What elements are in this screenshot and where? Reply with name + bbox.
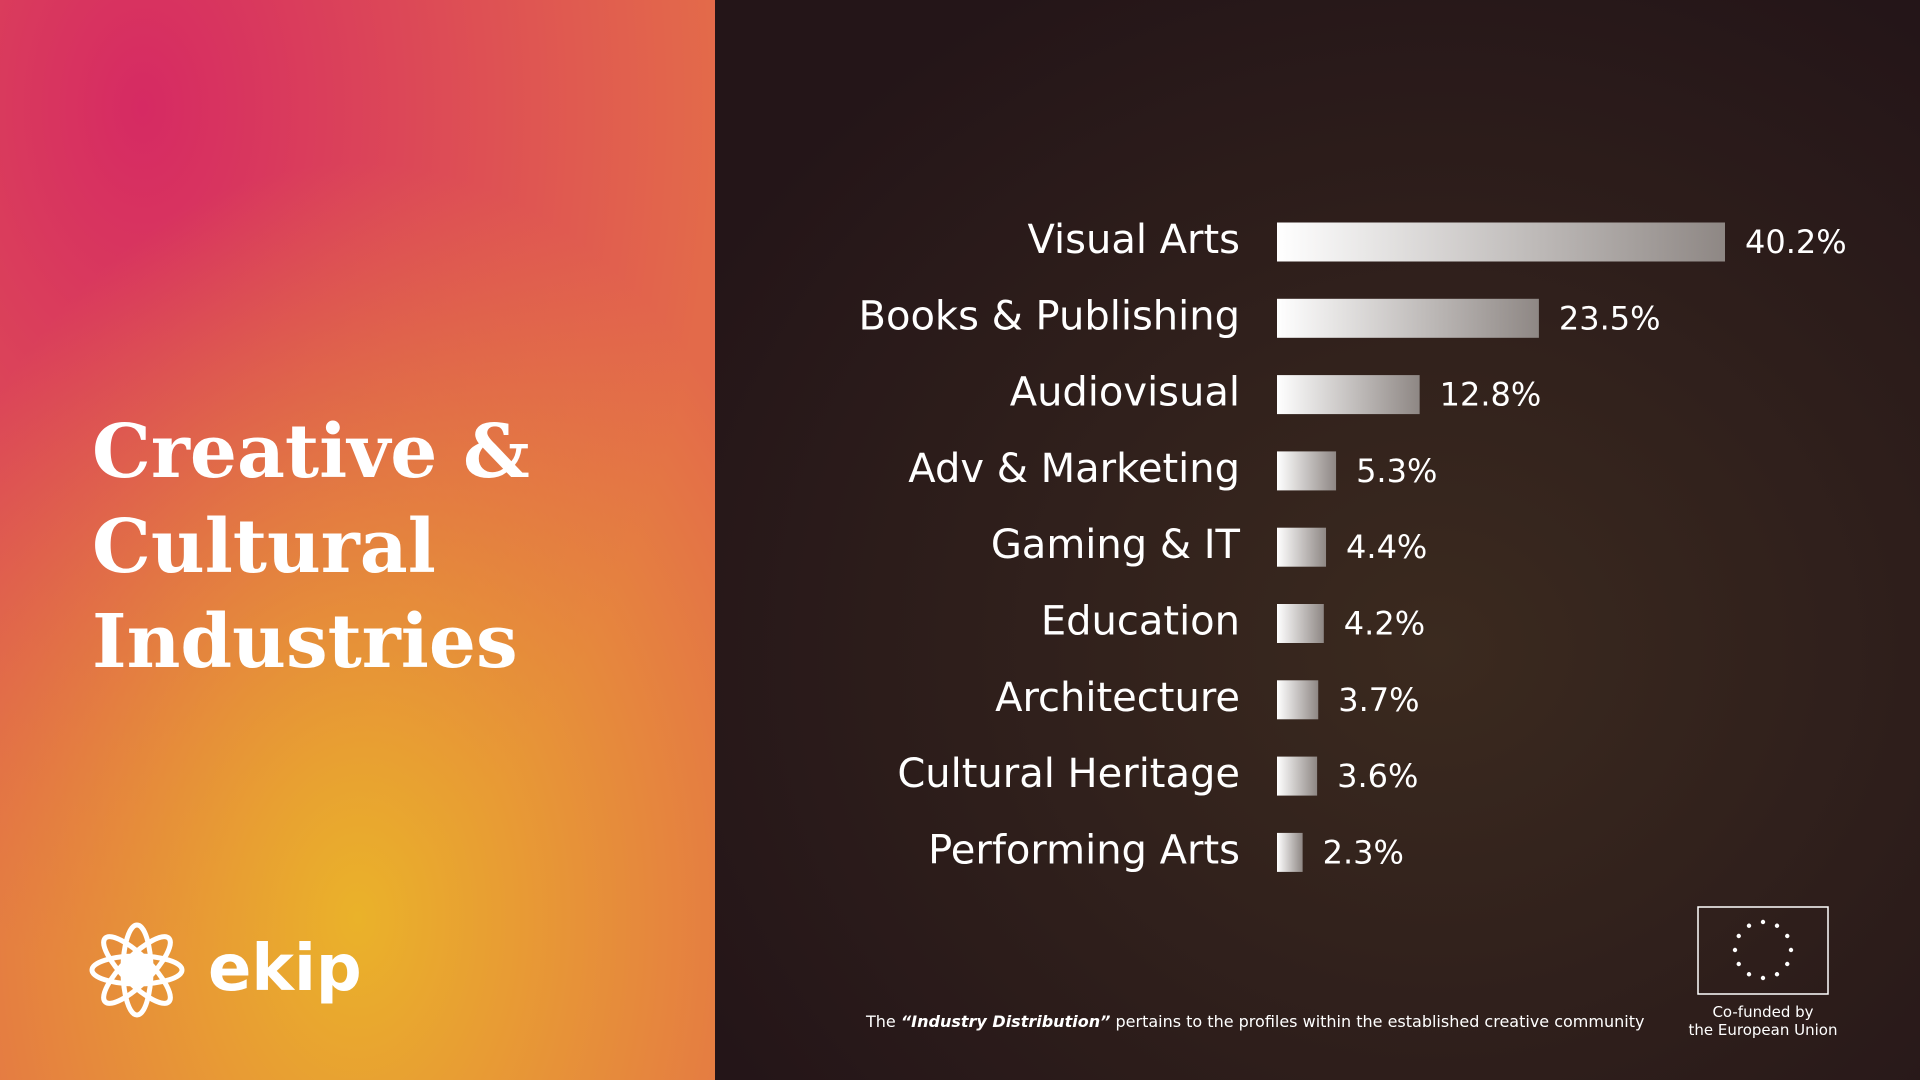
footnote: The “Industry Distribution” pertains to … [865,1012,1644,1031]
eu-star [1774,972,1780,977]
category-label: Adv & Marketing [908,446,1240,492]
eu-star [1760,919,1766,925]
bar [1277,527,1327,567]
slide-title: Cultural [92,504,436,590]
category-label: Visual Arts [1028,217,1240,263]
category-label: Audiovisual [1010,370,1240,416]
bar [1277,451,1337,491]
category-label: Gaming & IT [991,522,1241,568]
bar [1277,604,1324,643]
eu-star [1732,947,1738,953]
value-label: 4.2% [1344,605,1425,643]
eu-star [1760,975,1766,981]
eu-star [1788,947,1794,953]
value-label: 23.5% [1559,299,1661,337]
category-label: Architecture [995,675,1240,721]
eu-star [1736,961,1741,967]
slide-title: Industries [92,599,518,685]
eu-star [1785,933,1790,939]
bar [1277,298,1539,338]
bar [1277,832,1303,872]
category-label: Books & Publishing [859,293,1240,339]
eu-label: the European Union [1689,1021,1838,1039]
eu-star [1746,923,1752,928]
bar [1277,222,1725,262]
value-label: 3.6% [1337,757,1418,795]
eu-star [1746,972,1752,977]
category-label: Cultural Heritage [897,751,1240,797]
value-label: 40.2% [1745,223,1847,261]
value-label: 5.3% [1356,452,1437,490]
value-label: 2.3% [1323,833,1404,871]
eu-star [1785,961,1790,967]
bar [1277,680,1319,720]
bar [1277,756,1318,796]
eu-star [1774,923,1780,928]
logo-text: ekip [208,932,362,1006]
logo-mark [89,922,185,1018]
category-label: Performing Arts [928,827,1240,873]
left-panel-tint [0,0,715,1080]
value-label: 4.4% [1346,528,1427,566]
slide-title: Creative & [92,409,530,495]
category-label: Education [1041,599,1240,645]
eu-flag [1697,906,1829,995]
eu-star [1736,933,1741,939]
eu-stars [1732,919,1794,981]
value-label: 12.8% [1440,376,1542,414]
value-label: 3.7% [1338,681,1419,719]
bar [1277,375,1420,415]
eu-label: Co-funded by [1712,1003,1813,1021]
